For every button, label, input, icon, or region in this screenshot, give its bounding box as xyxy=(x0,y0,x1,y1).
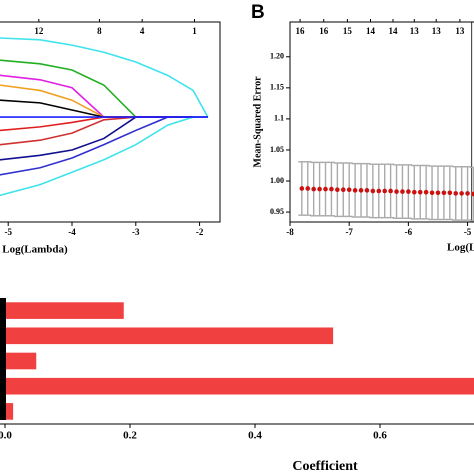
mean-point xyxy=(346,187,352,193)
x-axis-label: Log(Lambda) xyxy=(2,244,68,256)
coefficient-path xyxy=(0,74,208,118)
top-tick-label: 16 xyxy=(296,26,306,36)
mean-point xyxy=(370,188,376,194)
mean-point xyxy=(406,189,411,194)
mean-point xyxy=(358,188,364,193)
y-tick-label: 1.20 xyxy=(270,52,284,61)
mean-point xyxy=(417,189,423,195)
top-tick-label: 13 xyxy=(432,26,442,36)
top-tick-label: 14 xyxy=(388,26,398,36)
bar xyxy=(5,352,37,370)
mean-point xyxy=(435,190,441,196)
mean-point xyxy=(453,191,459,196)
x-tick-label: -5 xyxy=(464,227,472,237)
coefficient-path xyxy=(0,116,208,176)
coefficient-path xyxy=(0,37,209,118)
y-axis-label: Mean-Squared Error xyxy=(252,76,263,168)
top-tick-label: 16 xyxy=(319,26,329,36)
panel-label: B xyxy=(251,2,265,23)
mean-point xyxy=(388,188,393,194)
x-tick-label: 0.4 xyxy=(248,430,262,442)
x-axis-label: Log(Lambda) xyxy=(447,242,474,254)
mean-point xyxy=(459,191,464,196)
y-tick-label: 0.95 xyxy=(270,207,284,216)
mean-point xyxy=(382,188,388,194)
top-tick-label: 12 xyxy=(34,26,44,36)
x-tick-label: -5 xyxy=(4,227,12,237)
mean-point xyxy=(305,186,311,191)
plot-frame xyxy=(289,21,474,223)
x-tick-label: -7 xyxy=(345,227,353,237)
coefficient-path xyxy=(0,116,208,197)
mean-point xyxy=(340,187,346,193)
mean-point xyxy=(352,188,358,193)
x-tick-label: 0.2 xyxy=(123,430,137,442)
x-tick-label: -4 xyxy=(68,227,76,237)
top-tick-label: 15 xyxy=(343,26,353,36)
x-tick-label: -8 xyxy=(286,227,294,237)
coefficient-path xyxy=(0,99,208,118)
x-tick-label: 0.0 xyxy=(0,430,12,442)
bar xyxy=(5,302,124,319)
x-axis-label: Coefficient xyxy=(292,459,358,474)
y-axis xyxy=(0,298,6,420)
y-tick-label: 1.00 xyxy=(270,176,284,185)
bar xyxy=(5,403,14,420)
mean-point xyxy=(311,186,316,192)
mean-point xyxy=(364,188,370,193)
mean-point xyxy=(447,190,453,196)
top-tick-label: 13 xyxy=(410,26,420,36)
y-tick-label: 1.1 xyxy=(274,114,284,123)
x-tick-label: -2 xyxy=(196,227,204,237)
y-tick-label: 1.05 xyxy=(270,145,284,154)
mean-point xyxy=(329,186,334,192)
coefficient-path xyxy=(0,116,208,161)
y-tick-label: 1.15 xyxy=(270,83,284,92)
top-tick-label: 13 xyxy=(455,26,465,36)
top-tick-label: 8 xyxy=(97,26,102,36)
mean-point xyxy=(471,191,474,197)
mean-point xyxy=(323,186,328,192)
x-tick-label: 0.6 xyxy=(373,430,387,442)
x-tick-label: -6 xyxy=(405,227,413,237)
mean-point xyxy=(411,189,417,195)
coefficient-path xyxy=(0,84,208,118)
bar xyxy=(5,327,334,345)
plot-frame xyxy=(0,21,221,223)
top-tick-label: 1 xyxy=(192,26,197,36)
mean-point xyxy=(465,191,470,196)
top-tick-label: 4 xyxy=(140,26,145,36)
mean-point xyxy=(335,187,340,193)
top-tick-label: 14 xyxy=(366,26,376,36)
mean-point xyxy=(376,188,382,194)
mean-point xyxy=(394,189,399,194)
coefficient-path xyxy=(0,116,208,146)
bar xyxy=(5,377,474,395)
mean-point xyxy=(429,190,435,196)
mean-point xyxy=(317,186,322,192)
mean-point xyxy=(400,189,405,194)
mean-point xyxy=(423,189,429,195)
mean-point xyxy=(299,186,305,191)
mean-point xyxy=(441,190,447,196)
x-tick-label: -3 xyxy=(132,227,140,237)
